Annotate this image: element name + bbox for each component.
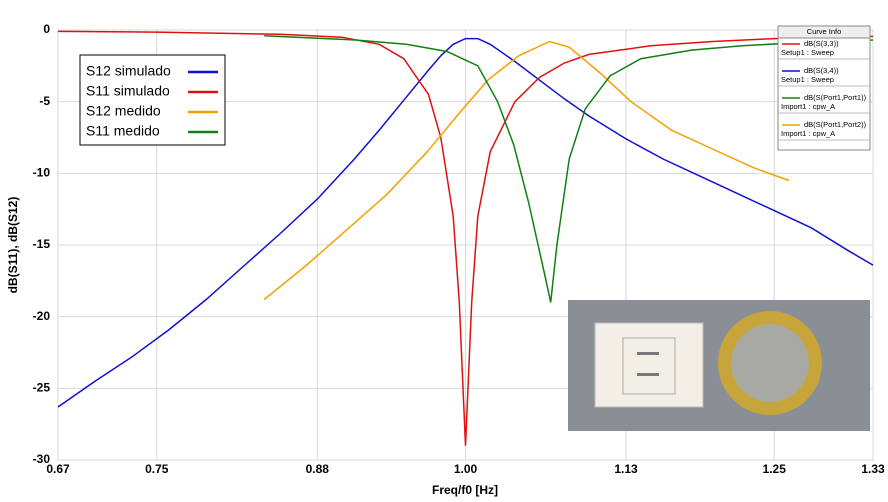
curve-info-name: dB(S(3,3)) [804,39,839,48]
series-line [57,37,874,408]
y-tick-label: 0 [43,22,50,36]
curve-info-name: dB(S(Port1,Port2)) [804,120,867,129]
legend-label: S11 medido [86,123,160,139]
series-line [264,34,874,303]
x-tick-label: 0.75 [145,462,169,476]
curve-info-title: Curve Info [807,27,842,36]
x-tick-label: 0.67 [46,462,70,476]
chip-pattern [622,337,676,395]
x-tick-label: 0.88 [306,462,330,476]
curve-info-source: Setup1 : Sweep [781,75,834,84]
y-tick-label: -5 [39,94,50,108]
curve-info-source: Setup1 : Sweep [781,48,834,57]
coin-center [731,324,809,402]
curve-info-source: Import1 : cpw_A [781,102,835,111]
series-line [263,40,790,301]
x-tick-label: 1.13 [614,462,638,476]
legend-label: S12 medido [86,103,161,119]
photo-inset [568,300,870,431]
chip [594,322,704,408]
legend: S12 simulado S11 simulado S12 medido S11 me… [79,54,226,146]
curve-info-name: dB(S(Port1,Port1)) [804,93,867,102]
legend-label: S12 simulado [86,63,171,79]
legend-box [79,54,226,146]
y-tick-label: -15 [33,237,51,251]
y-tick-label: -20 [33,309,51,323]
x-tick-label: 1.00 [454,462,478,476]
chip-slot [637,373,659,376]
curve-info-source: Import1 : cpw_A [781,129,835,138]
y-tick-label: -30 [33,452,51,466]
x-tick-label: 1.33 [861,462,885,476]
curve-info: Curve Info dB(S(3,3))Setup1 : SweepdB(S(… [777,25,871,151]
y-tick-label: -10 [33,166,51,180]
x-tick-label: 1.25 [763,462,787,476]
legend-label: S11 simulado [86,83,170,99]
x-axis-label: Freq/f0 [Hz] [432,483,498,497]
y-tick-label: -25 [33,381,51,395]
curve-info-header [777,25,871,39]
lines [57,30,874,446]
chip-slot [637,352,659,355]
curve-info-name: dB(S(3,4)) [804,66,839,75]
y-axis-label: dB(S11), dB(S12) [6,197,20,294]
